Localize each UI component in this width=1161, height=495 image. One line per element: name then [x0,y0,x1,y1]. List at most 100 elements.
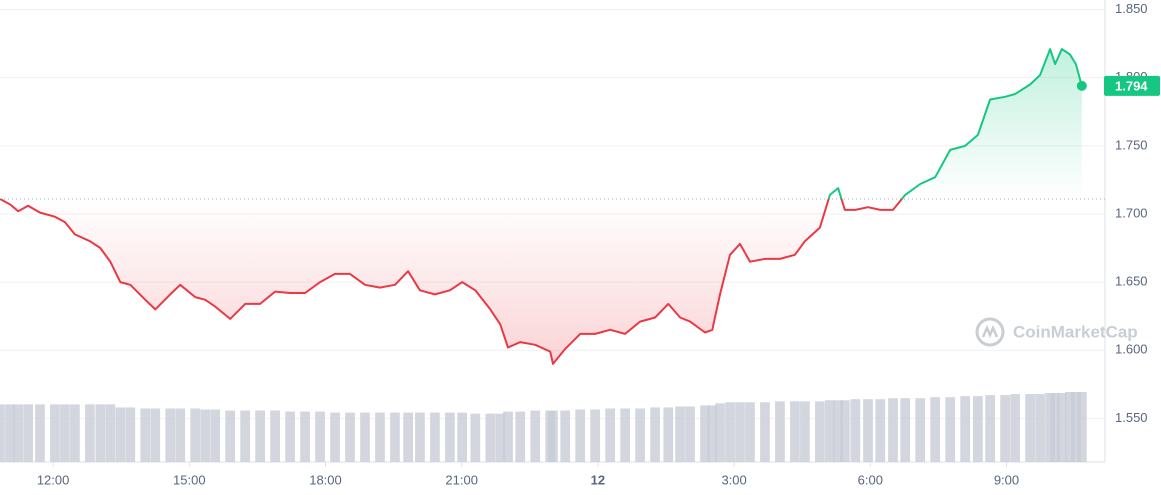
volume-bar [50,404,60,462]
volume-bar [415,412,425,462]
x-tick-label: 3:00 [721,472,746,487]
x-tick-label: 12 [591,472,605,487]
volume-bar [548,410,558,462]
volume-bar [125,407,136,462]
volume-bar [115,407,126,462]
volume-bar [470,413,481,462]
volume-bar [485,413,496,462]
volume-bar [315,411,325,462]
volume-bar [700,405,710,462]
volume-bar [725,402,735,462]
volume-bar [105,404,116,462]
x-tick-label: 9:00 [994,472,1019,487]
volume-bar [457,412,468,462]
watermark: CoinMarketCap [975,317,1138,347]
price-label-box [1104,75,1160,96]
volume-bar [620,408,630,462]
volume-bar [1076,392,1087,462]
volume-bar [150,408,161,462]
volume-bar [285,411,295,462]
volume-bar [635,408,645,462]
volume-bar [915,398,926,462]
watermark-text: CoinMarketCap [1013,322,1138,341]
volume-bar [1065,392,1075,462]
volume-bar [960,396,971,462]
volume-bar [240,410,251,462]
x-tick-label: 12:00 [37,472,70,487]
volume-bar [85,404,95,462]
volume-bar [210,409,221,462]
volume-bar [255,410,265,462]
volume-bar [775,401,785,462]
volume-bar [200,409,211,462]
volume-bar [503,411,513,462]
volume-bar [760,402,770,462]
volume-bar [360,412,370,462]
volume-bar [1071,392,1081,462]
volume-bar [985,395,996,462]
price-line [0,48,1083,365]
volume-bar [650,407,660,462]
volume-bar [840,400,850,462]
y-tick-label: 1.750 [1115,137,1148,152]
volume-bar [430,412,440,462]
volume-bar [850,399,861,462]
volume-bar [863,399,873,462]
volume-bar [735,402,745,462]
volume-bar [95,404,106,462]
last-point [1076,80,1087,91]
volume-bar [1050,393,1060,462]
y-tick-label: 1.550 [1115,410,1148,425]
volume-bar [675,406,685,462]
y-tick-label: 1.650 [1115,274,1148,289]
volume-bar [35,404,45,462]
volume-bar [575,409,586,462]
volume-bar [833,400,843,462]
volume-bar [1045,393,1055,462]
x-tick-label: 15:00 [173,472,206,487]
volume-bar [190,408,201,462]
volume-bar [663,407,674,462]
volume-bar [685,406,695,462]
x-tick-label: 21:00 [445,472,478,487]
volume-bar [800,401,810,462]
price-label: 1.794 [1115,78,1148,93]
volume-bar [330,412,340,462]
volume-bar [175,408,186,462]
volume-bar [605,408,616,462]
volume-bar [0,404,5,462]
volume-bar [1057,393,1067,462]
y-tick-label: 1.700 [1115,205,1148,220]
x-tick-label: 6:00 [858,472,883,487]
volume-bar [745,402,755,462]
volume-bar [70,404,80,462]
volume-bar [515,411,526,462]
volume-bar [60,404,70,462]
volume-bar [930,397,941,462]
volume-bar [590,409,601,462]
volume-bar [888,398,898,462]
volume-bar [13,404,24,462]
y-tick-label: 1.600 [1115,342,1148,357]
volume-bar [900,398,911,462]
volume-bar [530,410,541,462]
volume-bar [1035,394,1045,462]
volume-bar [270,410,280,462]
volume-bar [825,400,835,462]
volume-bar [715,403,725,462]
y-tick-label: 1.850 [1115,1,1148,16]
volume-bar [225,410,236,462]
volume-bar [707,405,718,462]
volume-bar [140,408,151,462]
volume-bar [165,408,176,462]
volume-bar [23,404,34,462]
volume-bar [1000,395,1010,462]
volume-bar [345,412,355,462]
volume-bar [403,412,413,462]
volume-bar [945,397,956,462]
volume-bar [875,399,886,462]
x-tick-label: 18:00 [309,472,342,487]
price-area [0,49,1082,364]
